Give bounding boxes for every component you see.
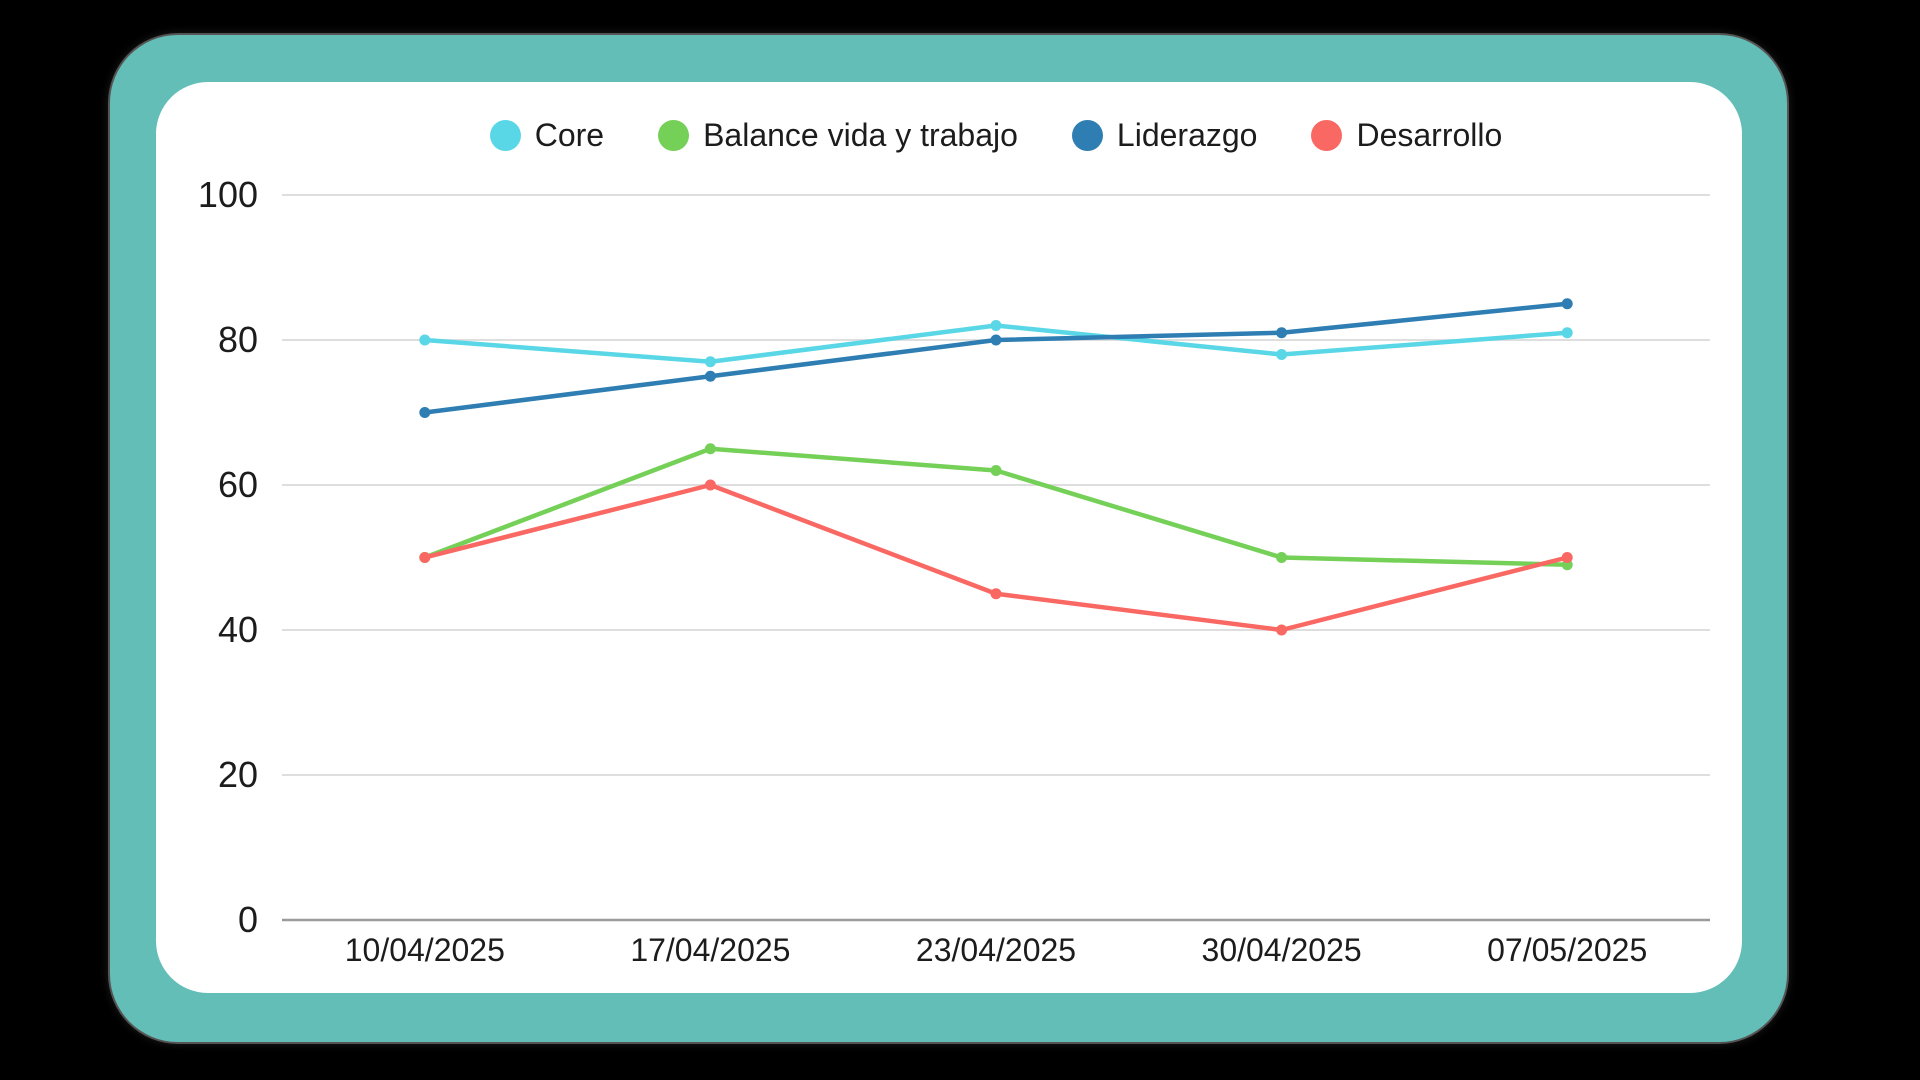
legend-dot-core <box>489 119 521 151</box>
x-tick-label-23-04-2025: 23/04/2025 <box>915 932 1077 968</box>
chart-card <box>156 82 1742 993</box>
legend-item-core: Core <box>489 117 605 153</box>
x-tick-label-07-05-2025: 07/05/2025 <box>1487 932 1648 968</box>
y-tick-label-0: 0 <box>237 899 258 940</box>
chart-legend: Core Balance vida y trabajo Liderazgo Desar… <box>282 110 1710 160</box>
legend-dot-liderazgo <box>1071 119 1103 151</box>
x-tick-label-10-04-2025: 10/04/2025 <box>344 932 505 968</box>
x-tick-label-30-04-2025: 30/04/2025 <box>1201 932 1362 968</box>
y-tick-label-20: 20 <box>217 754 258 795</box>
legend-label-core: Core <box>534 117 605 153</box>
y-tick-label-40: 40 <box>217 609 258 650</box>
legend-item-balance-vida-y-trabajo: Balance vida y trabajo <box>658 119 1018 151</box>
y-tick-label-80: 80 <box>217 319 258 360</box>
legend-label-liderazgo: Liderazgo <box>1116 117 1258 153</box>
y-tick-label-60: 60 <box>217 464 258 505</box>
y-tick-label-100: 100 <box>197 174 258 215</box>
card-frame <box>110 35 1787 1042</box>
legend-label-desarrollo: Desarrollo <box>1356 117 1503 153</box>
legend-item-liderazgo: Liderazgo <box>1071 117 1258 153</box>
x-tick-label-17-04-2025: 17/04/2025 <box>630 932 791 968</box>
legend-dot-desarrollo <box>1311 119 1343 151</box>
legend-dot-balance-vida-y-trabajo <box>658 119 690 151</box>
legend-label-balance-vida-y-trabajo: Balance vida y trabajo <box>703 117 1018 153</box>
legend-item-desarrollo: Desarrollo <box>1311 119 1502 151</box>
